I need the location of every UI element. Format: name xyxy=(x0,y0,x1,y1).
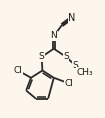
Text: N: N xyxy=(50,32,57,40)
Text: S: S xyxy=(63,52,69,61)
Text: Cl: Cl xyxy=(14,66,22,75)
Text: CH₃: CH₃ xyxy=(76,68,93,77)
Text: S: S xyxy=(39,52,45,61)
Text: N: N xyxy=(68,13,75,23)
Text: S: S xyxy=(72,61,78,70)
Text: Cl: Cl xyxy=(64,79,73,88)
